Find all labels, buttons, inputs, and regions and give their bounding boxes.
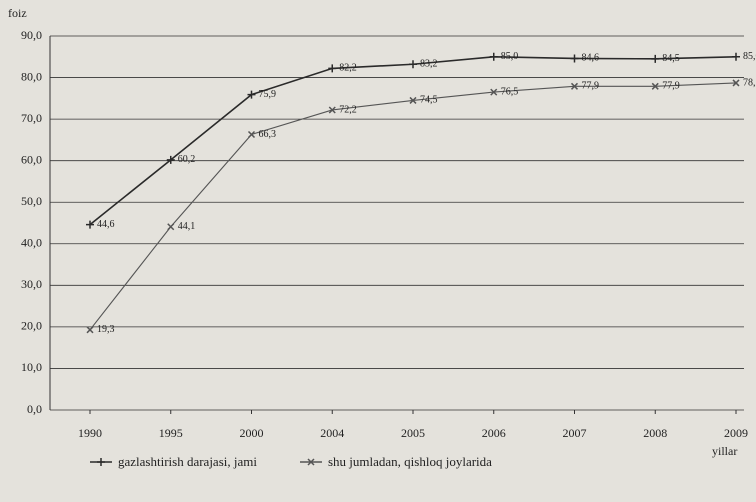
data-label: 83,2 xyxy=(420,59,438,70)
data-label: 78,7 xyxy=(743,77,756,88)
data-label: 66,3 xyxy=(259,129,277,140)
data-label: 19,3 xyxy=(97,324,115,335)
x-tick-label: 2000 xyxy=(240,426,264,440)
marker xyxy=(247,90,256,99)
y-tick-label: 0,0 xyxy=(27,402,42,416)
line xyxy=(89,55,737,226)
x-tick-label: 1990 xyxy=(78,426,102,440)
marker xyxy=(247,130,256,139)
data-label: 60,2 xyxy=(178,154,196,165)
line xyxy=(89,82,737,331)
legend-label: shu jumladan, qishloq joylarida xyxy=(328,454,492,469)
data-label: 85,0 xyxy=(501,51,519,62)
data-label: 84,5 xyxy=(662,53,680,64)
x-axis-label: yillar xyxy=(712,444,737,458)
data-label: 77,9 xyxy=(582,81,600,92)
x-tick-label: 2004 xyxy=(320,426,344,440)
data-label: 82,2 xyxy=(339,63,357,74)
marker xyxy=(651,82,659,90)
data-label: 76,5 xyxy=(501,86,519,97)
marker xyxy=(86,220,94,229)
marker xyxy=(489,52,498,61)
marker xyxy=(167,223,175,231)
marker xyxy=(307,458,315,466)
legend-label: gazlashtirish darajasi, jami xyxy=(118,454,257,469)
y-tick-label: 30,0 xyxy=(21,277,42,291)
y-tick-label: 20,0 xyxy=(21,319,42,333)
data-label: 44,1 xyxy=(178,221,196,232)
data-label: 44,6 xyxy=(97,219,115,230)
y-tick-label: 10,0 xyxy=(21,360,42,374)
data-label: 77,9 xyxy=(662,81,680,92)
x-tick-label: 1995 xyxy=(159,426,183,440)
data-label: 85,0 xyxy=(743,51,756,62)
y-tick-label: 60,0 xyxy=(21,152,42,166)
y-tick-label: 40,0 xyxy=(21,236,42,250)
marker xyxy=(651,54,660,63)
marker xyxy=(570,82,579,90)
marker xyxy=(166,155,175,164)
x-tick-label: 2008 xyxy=(643,426,667,440)
x-tick-label: 2007 xyxy=(563,426,587,440)
y-tick-label: 80,0 xyxy=(21,69,42,83)
x-tick-label: 2005 xyxy=(401,426,425,440)
x-tick-label: 2006 xyxy=(482,426,506,440)
y-tick-label: 70,0 xyxy=(21,111,42,125)
data-label: 72,2 xyxy=(339,104,357,115)
marker xyxy=(409,96,417,104)
marker xyxy=(490,88,498,96)
marker xyxy=(86,326,94,334)
y-axis-label: foiz xyxy=(8,6,27,20)
data-label: 84,6 xyxy=(582,53,600,64)
marker xyxy=(97,458,105,466)
y-tick-label: 50,0 xyxy=(21,194,42,208)
marker xyxy=(328,106,336,114)
marker xyxy=(409,60,417,69)
marker xyxy=(732,52,740,61)
marker xyxy=(732,79,740,87)
marker xyxy=(570,54,579,63)
data-label: 74,5 xyxy=(420,95,438,106)
data-label: 75,9 xyxy=(259,89,277,100)
marker xyxy=(328,64,337,73)
x-tick-label: 2009 xyxy=(724,426,748,440)
y-tick-label: 90,0 xyxy=(21,28,42,42)
